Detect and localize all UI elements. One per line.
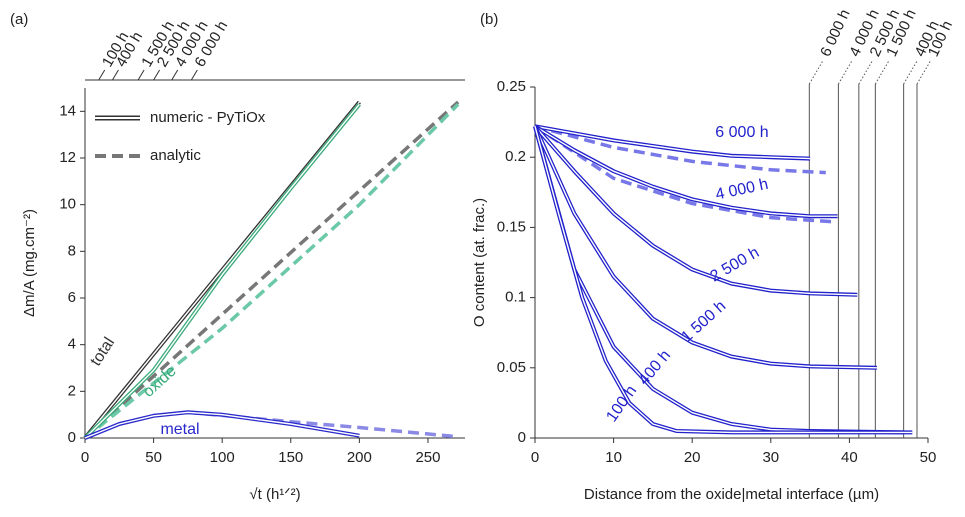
analytic-line [534,124,834,224]
numeric-line-inner [534,125,838,217]
x-tick-label: 100 [210,449,235,466]
legend-label: analytic [150,147,201,164]
x-tick-label: 40 [841,449,858,466]
y-axis-label: Δm/A (mg.cm⁻²) [21,209,38,317]
top-tick [137,69,145,81]
y-tick-label: 0.1 [505,289,526,306]
interface-leader [837,59,853,85]
series-label: 4 000 h [714,176,770,204]
y-tick-label: 6 [68,289,76,306]
top-tick [98,69,106,81]
y-tick-label: 12 [59,149,76,166]
numeric-line [84,410,360,440]
x-tick-label: 20 [684,449,701,466]
x-axis-label: Distance from the oxide|metal interface … [584,486,879,503]
series-label: 2 500 h [707,244,762,285]
numeric-line-inner [84,103,360,439]
interface-leader [916,59,932,85]
top-tick [153,69,161,81]
numeric-line-inner [534,125,858,296]
numeric-line-inner [534,125,811,160]
x-tick-label: 0 [81,449,89,466]
y-axis-label: O content (at. frac.) [471,198,488,327]
panel-label: (a) [10,11,28,28]
analytic-line [83,100,460,440]
y-tick-label: 0 [518,429,526,446]
numeric-line-inner [534,126,877,369]
analytic-line [83,103,460,440]
interface-leader [903,59,919,85]
series-label: 6 000 h [715,124,768,141]
x-tick-label: 50 [145,449,162,466]
series-label: 400 h [635,347,674,389]
series-label: metal [160,421,199,438]
y-tick-label: 14 [59,102,76,119]
y-tick-label: 0 [68,429,76,446]
numeric-line [534,124,811,161]
series-label: 100 h [603,383,640,426]
y-tick-label: 10 [59,196,76,213]
top-tick [171,69,179,81]
legend-label: numeric - PyTiOx [150,109,266,126]
panel-label: (b) [480,11,498,28]
series-label: total [87,335,118,370]
top-tick [112,69,119,81]
analytic-line [534,124,826,175]
interface-leader [874,59,890,85]
x-axis-label: √t (h¹ᐟ²) [249,486,300,503]
x-tick-label: 250 [415,449,440,466]
y-tick-label: 0.15 [497,218,526,235]
x-tick-label: 150 [278,449,303,466]
x-tick-label: 0 [531,449,539,466]
y-tick-label: 8 [68,242,76,259]
top-tick [190,69,198,81]
interface-leader [858,59,874,85]
interface-leader [808,59,824,85]
y-tick-label: 0.2 [505,148,526,165]
numeric-line-inner [84,411,360,439]
numeric-line-inner [534,126,913,434]
y-tick-label: 0.05 [497,359,526,376]
x-tick-label: 50 [920,449,937,466]
y-tick-label: 2 [68,382,76,399]
y-tick-label: 0.25 [497,78,526,95]
series-label: 1 500 h [678,298,729,346]
x-tick-label: 30 [762,449,779,466]
x-tick-label: 200 [347,449,372,466]
y-tick-label: 4 [68,336,76,353]
x-tick-label: 10 [605,449,622,466]
